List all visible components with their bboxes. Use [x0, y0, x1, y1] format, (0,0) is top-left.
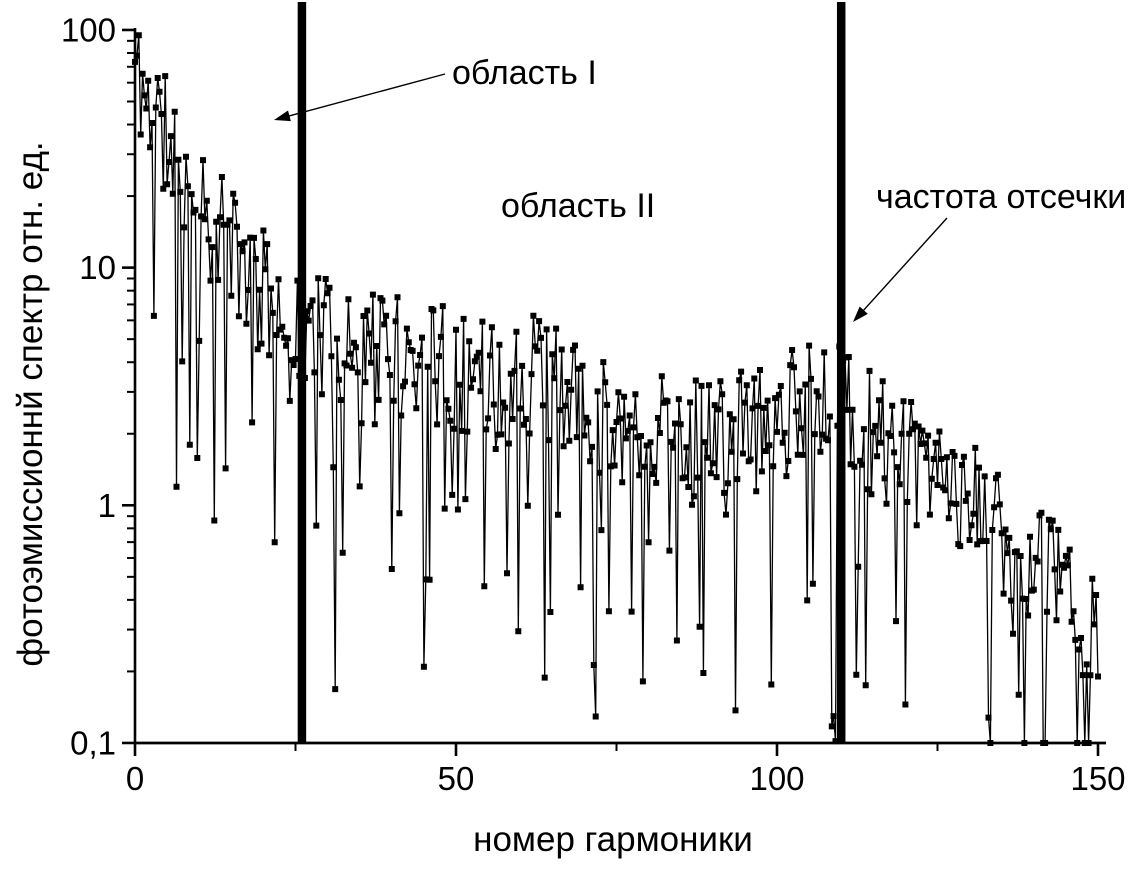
y-tick-label: 100 — [61, 11, 116, 48]
cutoff-arrowhead — [853, 306, 868, 322]
x-axis-title: номер гармоники — [473, 820, 753, 859]
cutoff-arrow-line — [859, 217, 948, 316]
y-tick-label: 1 — [98, 487, 116, 524]
x-tick-label: 100 — [749, 760, 804, 797]
spectrum-markers — [132, 32, 1101, 747]
annotation-region-2: область II — [501, 187, 656, 225]
region-1-arrow-line — [283, 73, 446, 119]
y-axis-title: фотоэмиссионнй спектр отн. ед. — [11, 141, 50, 667]
region-1-arrowhead — [274, 110, 291, 122]
x-tick-label: 50 — [438, 760, 475, 797]
x-tick-label: 0 — [126, 760, 144, 797]
annotation-region-1: область I — [452, 54, 597, 92]
spectrum-line — [134, 35, 1099, 744]
y-tick-label: 10 — [79, 249, 116, 286]
annotation-cutoff-frequency: частота отсечки — [876, 178, 1127, 216]
x-tick-label: 150 — [1070, 760, 1125, 797]
y-tick-label: 0,1 — [70, 724, 116, 761]
